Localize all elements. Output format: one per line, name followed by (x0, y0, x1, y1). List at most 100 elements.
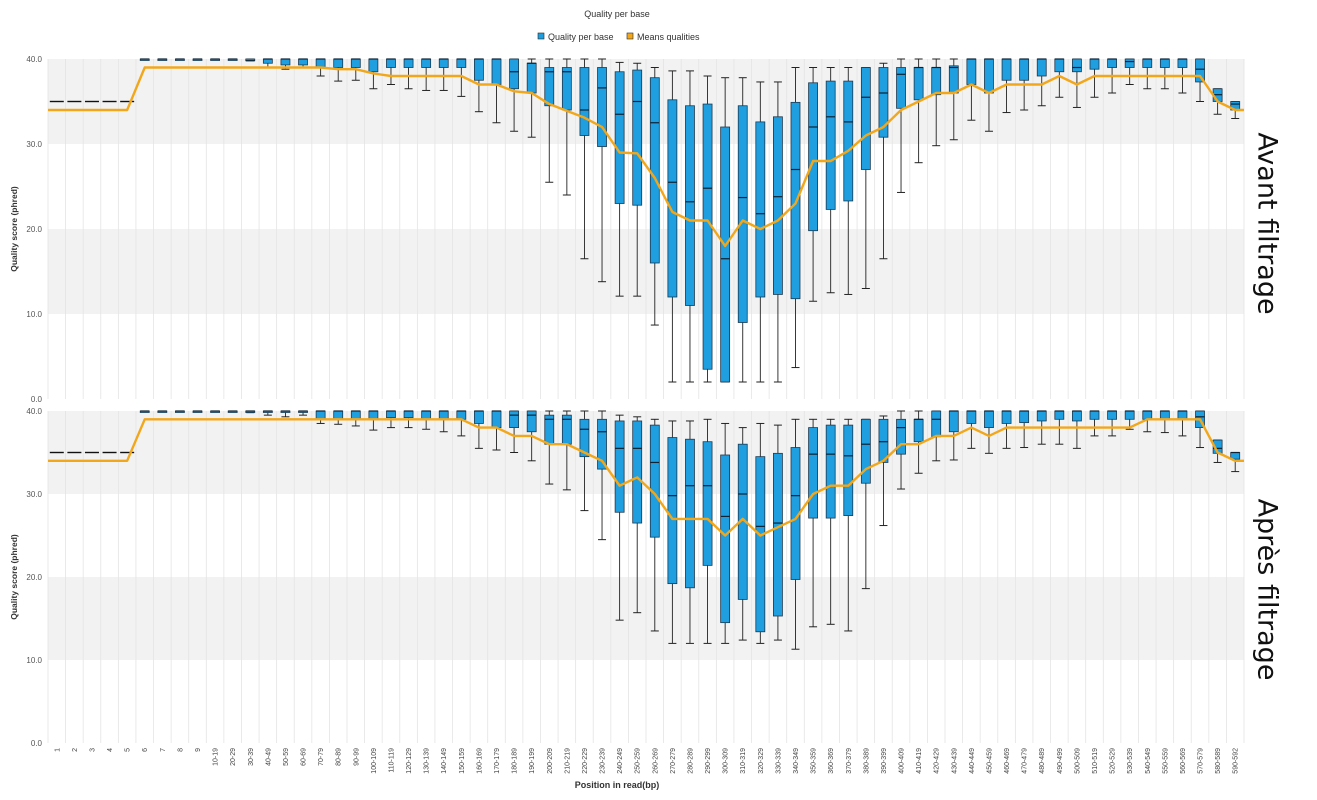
box (843, 80, 854, 202)
x-axis: 1 2 3 4 5 6 7 8 9 10-19 20-29 30-39 40-49 50-59 60-69 7… (54, 748, 1239, 774)
x-tick-label: 500-509 (1074, 748, 1081, 774)
x-tick-label: 380-389 (863, 748, 870, 774)
box (825, 424, 836, 519)
x-tick-label: 120-129 (406, 748, 413, 774)
x-tick-label: 110-119 (388, 748, 395, 773)
box (456, 58, 467, 68)
x-tick-label: 460-469 (1004, 748, 1011, 774)
box (1001, 410, 1012, 424)
box (315, 58, 326, 68)
y-axis-label: Quality score (phred) (9, 186, 19, 272)
x-tick-label: 420-429 (934, 748, 941, 774)
box (685, 105, 695, 306)
box (878, 418, 889, 463)
box (878, 67, 889, 138)
y-tick-label: 30.0 (26, 140, 42, 149)
x-tick-label: 70-79 (318, 748, 325, 766)
box (773, 116, 783, 295)
x-tick-label: 520-529 (1110, 748, 1117, 774)
x-tick-label: 550-559 (1162, 748, 1169, 774)
box (860, 67, 871, 170)
x-tick-label: 320-329 (758, 748, 765, 774)
box (685, 438, 695, 589)
box (913, 418, 924, 443)
x-tick-label: 390-399 (881, 748, 888, 774)
x-tick-label: 140-149 (441, 748, 448, 774)
x-tick-label: 330-339 (775, 748, 782, 774)
box (1054, 410, 1065, 420)
legend-swatch-means (626, 32, 634, 40)
box (1001, 58, 1012, 81)
y-tick-label: 10.0 (26, 656, 42, 665)
box (1019, 58, 1030, 81)
box (597, 418, 607, 470)
box (1019, 410, 1030, 424)
box (984, 410, 994, 429)
box (333, 58, 344, 68)
box (438, 410, 449, 420)
box (350, 58, 361, 68)
box (491, 410, 502, 429)
box (896, 67, 906, 109)
box (1124, 58, 1135, 68)
box (1072, 410, 1082, 422)
x-tick-label: 350-359 (811, 748, 818, 774)
box (298, 58, 308, 66)
x-tick-label: 270-279 (670, 748, 677, 774)
x-tick-label: 1 (54, 748, 61, 752)
box (896, 418, 906, 455)
box (755, 121, 766, 298)
box (597, 67, 607, 147)
x-tick-label: 560-569 (1180, 748, 1187, 774)
box (720, 126, 731, 383)
mean-line (48, 418, 1244, 537)
box (1177, 410, 1188, 420)
x-tick-label: 300-309 (723, 748, 730, 774)
box (368, 410, 379, 420)
x-tick-label: 400-409 (899, 748, 906, 774)
box (333, 410, 344, 420)
legend-label-boxes: Quality per base (548, 32, 614, 42)
x-tick-label: 20-29 (230, 748, 237, 766)
x-tick-label: 440-449 (969, 748, 976, 774)
box (403, 58, 414, 68)
panel-label-avant: Avant filtrage (1251, 132, 1283, 315)
box (1054, 58, 1065, 73)
box (737, 105, 748, 323)
box (1072, 58, 1082, 73)
box (720, 454, 731, 624)
x-tick-label: 370-379 (846, 748, 853, 774)
x-tick-label: 6 (142, 748, 149, 752)
box (948, 65, 959, 94)
x-tick-label: 60-69 (301, 748, 308, 766)
box (561, 67, 572, 111)
x-tick-label: 80-89 (336, 748, 343, 766)
x-tick-label: 9 (195, 748, 202, 752)
y-tick-label: 20.0 (26, 225, 42, 234)
x-tick-label: 200-209 (547, 748, 554, 774)
x-tick-label: 30-39 (248, 748, 255, 766)
x-tick-label: 280-289 (687, 748, 694, 774)
box (667, 437, 678, 585)
box (649, 424, 660, 538)
box (755, 456, 766, 633)
x-tick-label: 220-229 (582, 748, 589, 774)
box (931, 410, 942, 438)
box (509, 58, 519, 90)
box (1142, 58, 1153, 68)
x-tick-label: 480-489 (1039, 748, 1046, 774)
box (1089, 58, 1100, 70)
box (386, 58, 396, 68)
x-tick-label: 360-369 (828, 748, 835, 774)
box (421, 410, 432, 420)
box (1036, 58, 1047, 77)
box (931, 67, 942, 96)
x-tick-label: 160-169 (476, 748, 483, 774)
x-tick-label: 190-199 (529, 748, 536, 774)
x-tick-label: 130-139 (424, 748, 431, 774)
x-tick-label: 150-159 (459, 748, 466, 774)
x-tick-label: 570-579 (1198, 748, 1205, 774)
box (315, 410, 326, 420)
x-tick-label: 210-219 (564, 748, 571, 774)
x-tick-label: 530-539 (1127, 748, 1134, 774)
